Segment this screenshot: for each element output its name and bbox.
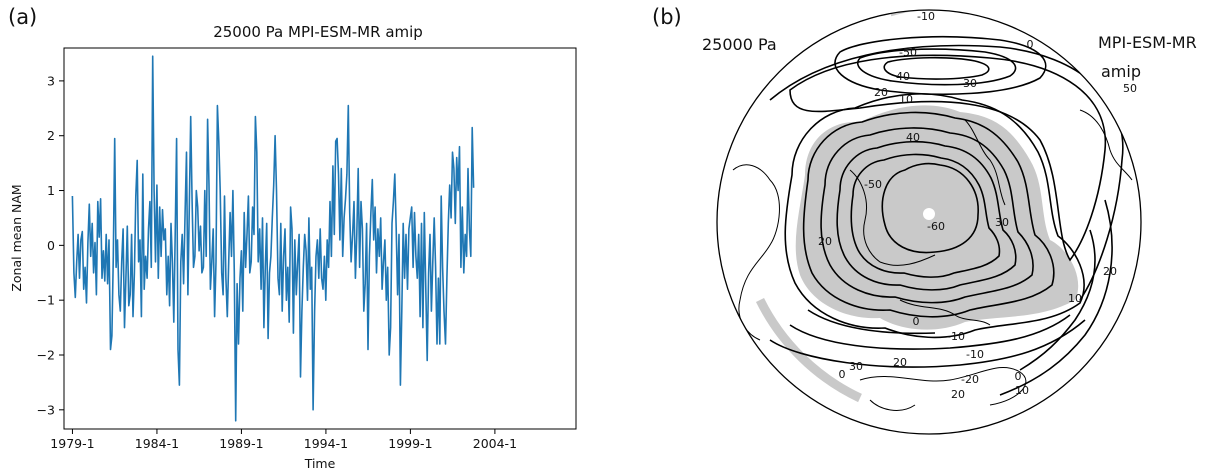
map-boundary bbox=[716, 9, 1142, 435]
x-tick-label: 1999-1 bbox=[388, 436, 432, 451]
contour-label: 30 bbox=[963, 77, 977, 90]
contour-label: 20 bbox=[893, 356, 907, 369]
contour-label: 10 bbox=[899, 93, 913, 106]
contour-label: 40 bbox=[896, 70, 910, 83]
contour-label: -10 bbox=[917, 10, 935, 23]
x-tick-label: 1989-1 bbox=[219, 436, 263, 451]
plot-frame bbox=[63, 47, 577, 430]
contour-label: 10 bbox=[1068, 292, 1082, 305]
contour-label: 40 bbox=[906, 131, 920, 144]
contour-label: 20 bbox=[951, 388, 965, 401]
x-axis: 1979-1 1984-1 1989-1 1994-1 1999-1 2004-1 bbox=[50, 429, 517, 451]
y-tick-label: −3 bbox=[37, 402, 55, 417]
x-tick-label: 1979-1 bbox=[50, 436, 94, 451]
contour-label: -50 bbox=[864, 178, 882, 191]
contour-lines bbox=[769, 36, 1124, 396]
model-label: MPI-ESM-MR bbox=[1098, 33, 1197, 52]
contour-label: 0 bbox=[913, 315, 920, 328]
rim-shading-bottom-left bbox=[755, 298, 862, 403]
polar-map bbox=[732, 10, 1133, 411]
contour-label: -10 bbox=[966, 348, 984, 361]
contour-label: 20 bbox=[874, 86, 888, 99]
x-tick-label: 2004-1 bbox=[473, 436, 517, 451]
pole-marker bbox=[923, 208, 935, 220]
y-tick-label: 0 bbox=[47, 238, 55, 253]
contour-label: 30 bbox=[849, 360, 863, 373]
contour-label: 20 bbox=[1103, 265, 1117, 278]
x-axis-label: Time bbox=[304, 456, 336, 471]
series-line bbox=[71, 55, 475, 422]
contour-label: -50 bbox=[899, 46, 917, 59]
x-tick-label: 1984-1 bbox=[135, 436, 179, 451]
coastlines bbox=[732, 109, 1133, 411]
chart-title: 25000 Pa MPI-ESM-MR amip bbox=[213, 23, 423, 41]
y-axis: −3 −2 −1 0 1 2 3 bbox=[37, 73, 64, 417]
contour-label: 0 bbox=[1027, 38, 1034, 51]
contour-label: -10 bbox=[947, 330, 965, 343]
y-tick-label: −1 bbox=[37, 293, 55, 308]
y-tick-label: 1 bbox=[47, 183, 55, 198]
y-axis-label: Zonal mean NAM bbox=[9, 184, 24, 291]
contour-label: 0 bbox=[1015, 370, 1022, 383]
line-plot: −3 −2 −1 0 1 2 3 1979-1 1984-1 1989-1 1994-1 1999-… bbox=[37, 47, 577, 451]
contour-label: 30 bbox=[995, 216, 1009, 229]
panel-b-label: (b) bbox=[652, 5, 682, 29]
contour-label: -20 bbox=[961, 373, 979, 386]
contour-label: 0 bbox=[839, 368, 846, 381]
experiment-label: amip bbox=[1101, 62, 1141, 81]
panel-a-label: (a) bbox=[8, 5, 37, 29]
y-tick-label: 2 bbox=[47, 128, 55, 143]
pressure-label: 25000 Pa bbox=[702, 35, 777, 54]
y-tick-label: 3 bbox=[47, 73, 55, 88]
contour-label: 10 bbox=[1015, 384, 1029, 397]
contour-label: 50 bbox=[1123, 82, 1137, 95]
contour-label: 20 bbox=[818, 235, 832, 248]
shaded-negative-region bbox=[795, 105, 1079, 330]
y-tick-label: −2 bbox=[37, 347, 55, 362]
contour-label: -60 bbox=[927, 220, 945, 233]
x-tick-label: 1994-1 bbox=[304, 436, 348, 451]
